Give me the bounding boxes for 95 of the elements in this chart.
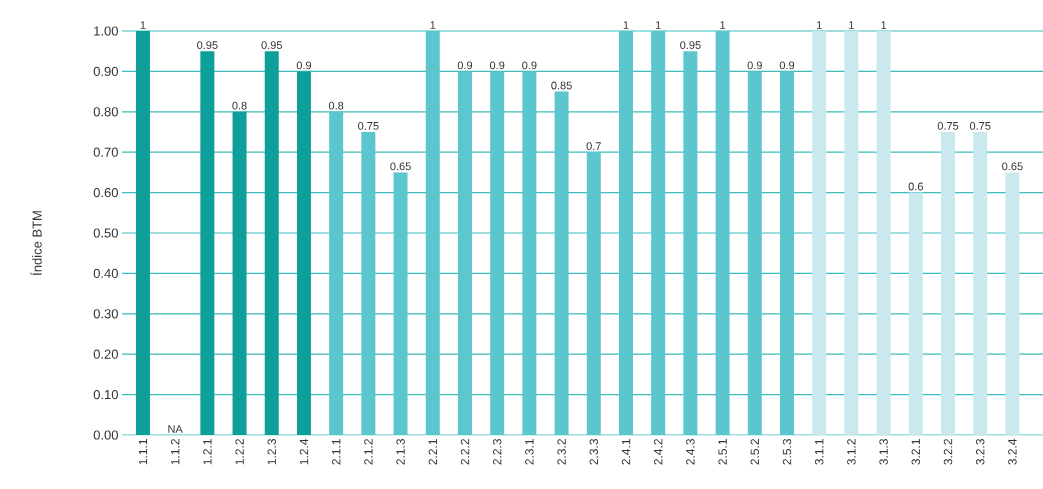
bar <box>876 30 891 435</box>
y-tick-label: 0.60 <box>93 187 118 198</box>
bar <box>715 30 730 435</box>
bar <box>747 71 762 435</box>
data-label: 0.9 <box>296 61 312 70</box>
bar <box>200 51 215 435</box>
x-tick-label: 2.4.3 <box>686 439 695 465</box>
x-tick-label: 2.5.1 <box>718 439 727 465</box>
data-label: 1 <box>140 21 146 29</box>
data-label: 0.95 <box>680 41 701 49</box>
data-label: 0.9 <box>457 61 473 70</box>
bar <box>683 51 698 435</box>
data-label: 0.8 <box>328 101 344 110</box>
bar <box>361 131 376 435</box>
x-tick-label: 2.5.3 <box>782 439 792 465</box>
bar <box>329 111 344 435</box>
data-label: 0.95 <box>261 41 282 49</box>
y-tick-label: 1.00 <box>94 26 118 36</box>
data-label: 0.6 <box>908 182 923 191</box>
x-tick-label: 1.2.2 <box>235 439 244 465</box>
bar <box>554 91 569 435</box>
data-label: 0.9 <box>779 61 795 70</box>
bar <box>264 51 279 435</box>
data-label: 0.8 <box>232 101 247 110</box>
data-label: 0.9 <box>747 61 762 70</box>
bar <box>522 71 537 435</box>
x-tick-label: 2.3.3 <box>589 439 599 465</box>
bar <box>393 172 408 435</box>
y-tick-label: 0.80 <box>93 107 118 117</box>
y-tick-label: 0.40 <box>93 268 118 278</box>
bar <box>232 111 247 435</box>
x-tick-label: 1.2.3 <box>267 439 276 465</box>
y-tick-label: 0.70 <box>93 147 118 157</box>
x-tick-label: 3.1.2 <box>847 439 856 465</box>
x-tick-label: 3.2.4 <box>1008 438 1017 465</box>
x-tick-label: 1.1.1 <box>138 439 148 465</box>
x-tick-label: 2.3.1 <box>525 439 534 465</box>
x-tick-label: 2.4.2 <box>654 439 663 465</box>
data-label: 1 <box>816 21 822 29</box>
y-axis-title: Índice BTM <box>30 211 42 275</box>
x-tick-label: 1.1.2 <box>170 439 180 465</box>
x-tick-label: 3.2.2 <box>943 439 953 465</box>
bar <box>779 71 794 435</box>
bar <box>651 30 666 435</box>
bar <box>941 131 955 435</box>
bar <box>812 30 827 435</box>
data-label: 0.75 <box>358 122 379 130</box>
x-tick-label: 3.2.1 <box>911 439 921 465</box>
data-label: 0.9 <box>489 61 505 70</box>
y-tick-label: 0.50 <box>93 228 118 238</box>
bar <box>908 192 923 435</box>
x-tick-label: 2.1.1 <box>331 439 341 465</box>
bar <box>296 71 311 435</box>
y-tick-label: 0.90 <box>93 66 118 76</box>
bar <box>457 71 472 435</box>
data-label: 0.7 <box>586 142 601 150</box>
x-tick-label: 1.2.1 <box>203 439 212 465</box>
y-tick-label: 0.30 <box>93 309 118 319</box>
bar <box>844 30 859 435</box>
x-tick-label: 3.1.1 <box>814 439 824 465</box>
x-tick-label: 3.2.3 <box>975 439 985 465</box>
x-tick-label: 2.2.2 <box>460 439 470 465</box>
data-label: 0.85 <box>551 81 572 90</box>
data-label: 1 <box>430 21 436 29</box>
data-label: 1 <box>720 21 726 29</box>
x-tick-label: 2.3.2 <box>557 439 566 465</box>
data-label: 1 <box>881 21 887 29</box>
bar <box>1005 172 1020 435</box>
bar <box>490 71 505 435</box>
x-tick-label: 2.1.3 <box>396 439 405 465</box>
data-label: 0.75 <box>969 122 991 130</box>
x-tick-label: 2.5.2 <box>750 439 760 465</box>
data-label: 0.65 <box>390 162 411 171</box>
data-label: 0.65 <box>1002 162 1023 171</box>
text: NA <box>168 425 183 433</box>
bar <box>425 30 440 435</box>
x-tick-label: 1.2.4 <box>299 438 309 465</box>
data-label: 1 <box>655 21 661 29</box>
bar <box>586 152 601 435</box>
data-label: 0.95 <box>197 41 218 49</box>
data-label: 0.75 <box>937 122 959 130</box>
x-tick-label: 2.1.2 <box>364 439 373 465</box>
x-tick-label: 2.4.1 <box>621 439 631 465</box>
data-label: 0.9 <box>522 61 537 70</box>
x-tick-label: 2.2.1 <box>428 439 437 465</box>
y-tick-label: 0.00 <box>93 430 118 440</box>
y-tick-label: 0.10 <box>93 389 118 400</box>
data-label: 1 <box>849 21 854 29</box>
bar <box>973 131 988 435</box>
x-tick-label: 2.2.3 <box>492 439 502 465</box>
bar <box>618 30 633 435</box>
y-tick-label: 0.20 <box>93 349 118 359</box>
bar <box>135 30 150 435</box>
x-tick-label: 3.1.3 <box>879 439 888 465</box>
data-label: 1 <box>623 21 629 29</box>
